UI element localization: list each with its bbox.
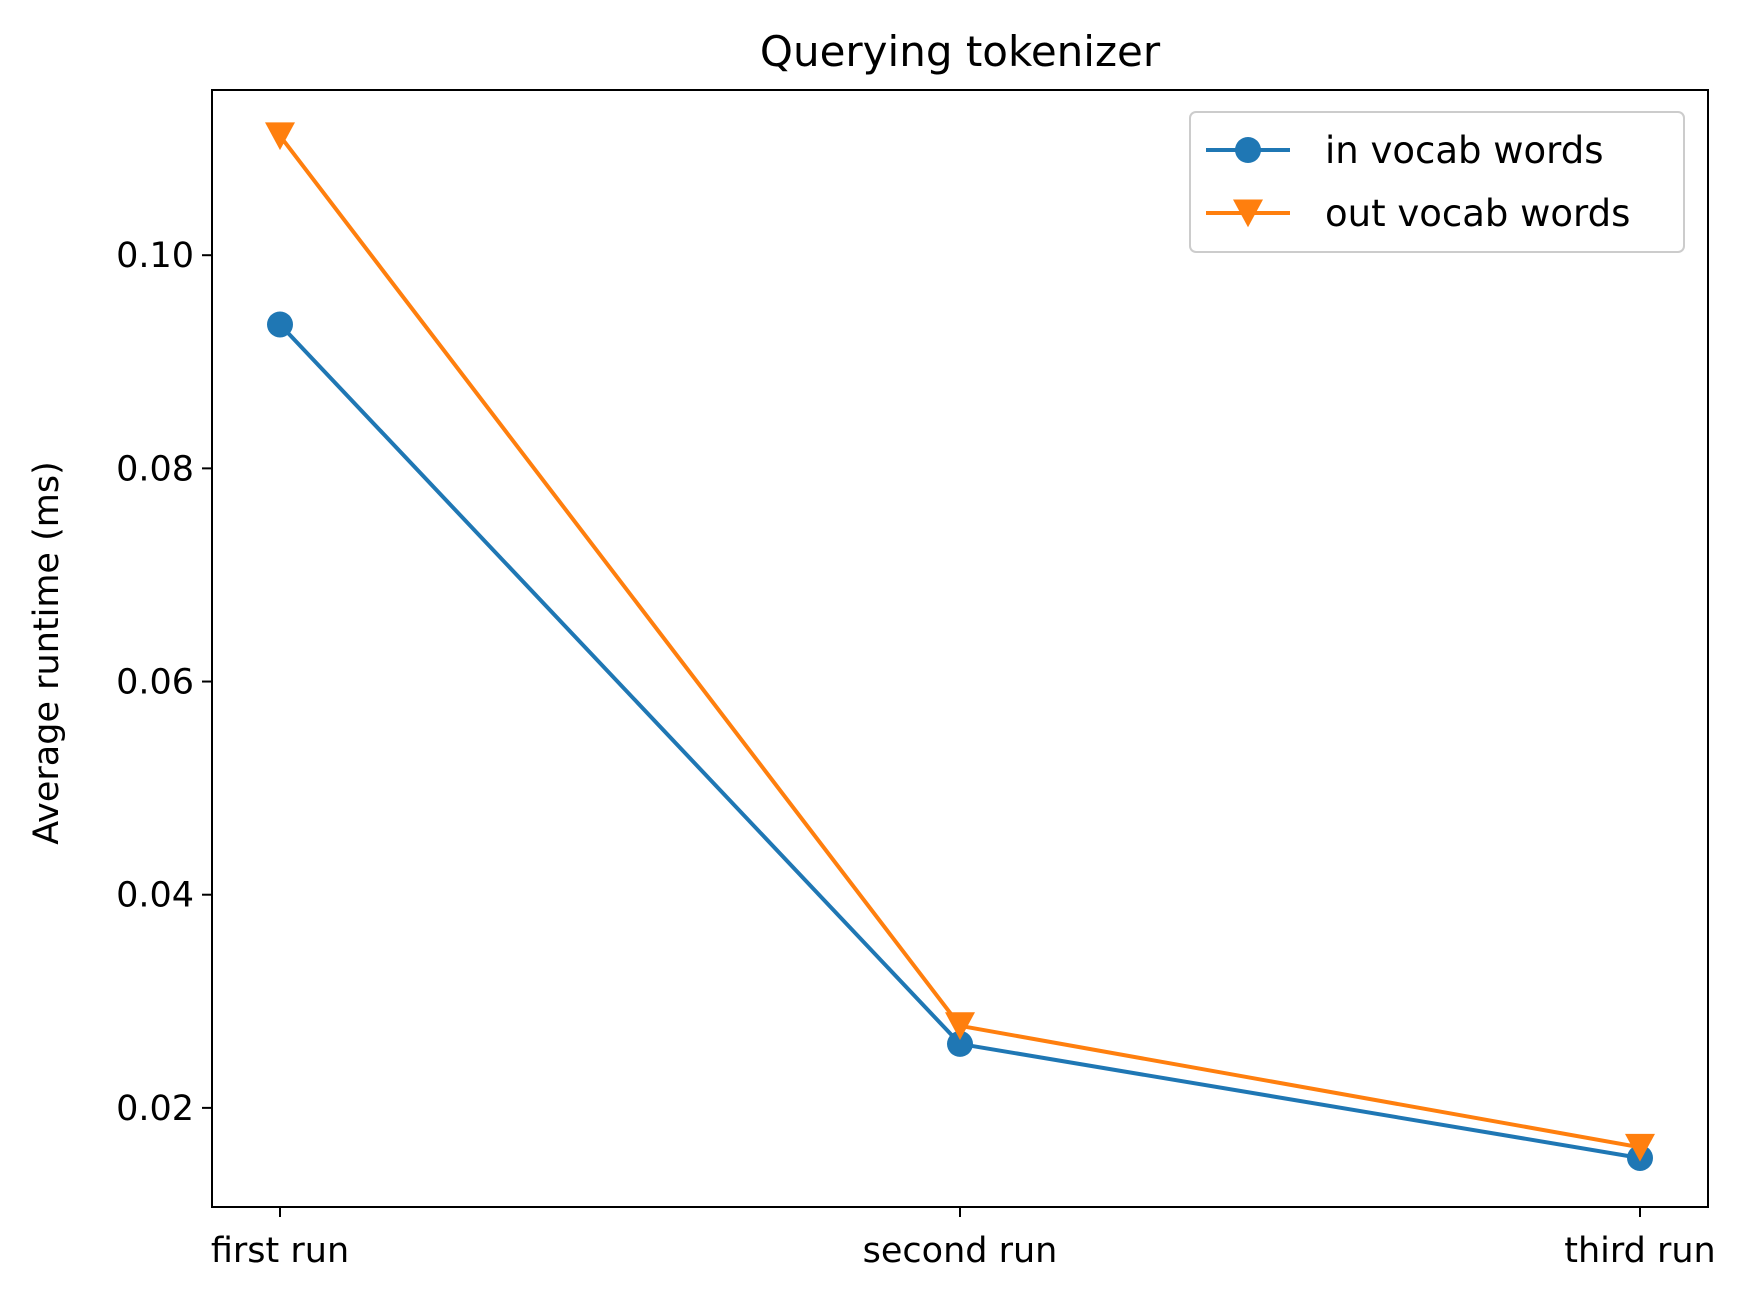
y-tick-label: 0.02: [116, 1089, 194, 1129]
series-2-point-2: [945, 1012, 975, 1041]
x-tick-label: third run: [1564, 1231, 1716, 1271]
x-axis-ticks: first run second run third run: [211, 1207, 1716, 1271]
legend-label-2: out vocab words: [1325, 192, 1630, 235]
legend: in vocab words out vocab words: [1189, 111, 1685, 253]
legend-frame: [1189, 111, 1685, 253]
legend-marker-2: [1233, 199, 1263, 228]
chart-title: Querying tokenizer: [760, 27, 1161, 76]
plot-area-frame: [211, 89, 1709, 1208]
y-tick-label: 0.10: [116, 236, 194, 276]
series-2-point-1: [265, 122, 295, 151]
series-1-point-1: [267, 311, 293, 338]
x-tick-label: second run: [863, 1231, 1058, 1271]
series-2-point-3: [1625, 1133, 1655, 1162]
x-tick-label: first run: [211, 1231, 349, 1271]
y-tick-label: 0.08: [116, 449, 194, 489]
y-tick-label: 0.06: [116, 663, 194, 703]
legend-label-1: in vocab words: [1325, 129, 1604, 172]
y-axis-label: Average runtime (ms): [27, 461, 67, 844]
legend-marker-1: [1235, 137, 1261, 163]
y-tick-label: 0.04: [116, 876, 194, 916]
series-1-point-2: [947, 1030, 973, 1057]
y-axis-ticks: 0.02 0.04 0.06 0.08 0.10: [116, 236, 212, 1129]
series-layer: [265, 122, 1655, 1171]
